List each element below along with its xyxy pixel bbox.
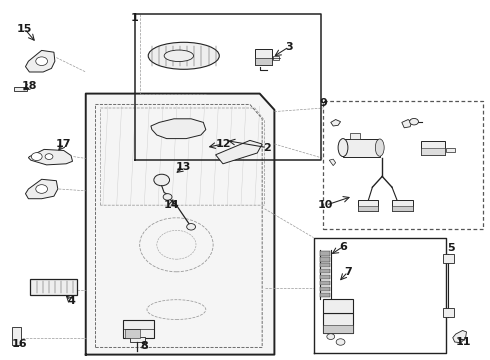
Text: 10: 10: [318, 200, 334, 210]
Bar: [125, 329, 140, 338]
Bar: [421, 148, 445, 155]
Bar: [320, 287, 330, 291]
Circle shape: [36, 57, 48, 66]
Text: 18: 18: [22, 81, 37, 91]
Polygon shape: [329, 159, 336, 166]
Bar: [14, 87, 27, 91]
Bar: [443, 254, 454, 263]
Bar: [255, 49, 272, 65]
Ellipse shape: [148, 42, 220, 69]
Circle shape: [31, 153, 42, 161]
Bar: [273, 56, 279, 60]
Circle shape: [154, 174, 170, 186]
Bar: [350, 133, 360, 139]
Bar: [130, 337, 145, 342]
Bar: [320, 269, 330, 273]
Polygon shape: [331, 120, 341, 126]
Bar: [343, 139, 380, 157]
Circle shape: [163, 194, 172, 200]
Text: 16: 16: [12, 339, 27, 349]
Bar: [323, 313, 353, 333]
Circle shape: [410, 118, 418, 125]
Polygon shape: [28, 149, 73, 165]
Bar: [446, 148, 455, 152]
Polygon shape: [151, 119, 206, 139]
Polygon shape: [216, 140, 262, 164]
Text: 9: 9: [319, 98, 327, 108]
Bar: [255, 58, 272, 65]
Text: 15: 15: [17, 24, 32, 34]
Bar: [358, 200, 378, 211]
Bar: [320, 293, 330, 297]
Bar: [323, 299, 353, 313]
Bar: [320, 275, 330, 279]
Bar: [323, 325, 353, 333]
Text: 5: 5: [447, 243, 455, 253]
Text: 8: 8: [141, 341, 148, 351]
Text: 7: 7: [344, 267, 352, 277]
Bar: [320, 251, 330, 256]
Bar: [392, 200, 413, 211]
Text: 14: 14: [164, 200, 179, 210]
Circle shape: [36, 185, 48, 193]
Bar: [320, 263, 330, 267]
Bar: [320, 281, 330, 285]
Bar: [358, 206, 378, 211]
Polygon shape: [86, 94, 274, 355]
Polygon shape: [402, 120, 412, 128]
Circle shape: [45, 154, 53, 159]
Ellipse shape: [375, 139, 384, 156]
Polygon shape: [25, 50, 55, 72]
Text: 4: 4: [67, 296, 75, 306]
Text: 1: 1: [131, 13, 139, 23]
Text: 2: 2: [263, 143, 271, 153]
Polygon shape: [25, 179, 58, 199]
Text: 6: 6: [339, 242, 347, 252]
Ellipse shape: [338, 139, 348, 157]
Text: 17: 17: [56, 139, 72, 149]
Bar: [443, 308, 454, 317]
Bar: [30, 279, 77, 295]
Bar: [421, 141, 445, 155]
Circle shape: [336, 339, 345, 345]
Circle shape: [187, 224, 196, 230]
Ellipse shape: [164, 50, 194, 62]
Text: 3: 3: [285, 42, 293, 52]
Bar: [392, 206, 413, 211]
Text: 13: 13: [176, 162, 192, 172]
Bar: [12, 327, 21, 345]
Bar: [320, 257, 330, 261]
Text: 11: 11: [455, 337, 471, 347]
Text: 12: 12: [215, 139, 231, 149]
Circle shape: [327, 334, 335, 339]
Bar: [122, 320, 154, 338]
Polygon shape: [453, 330, 466, 343]
